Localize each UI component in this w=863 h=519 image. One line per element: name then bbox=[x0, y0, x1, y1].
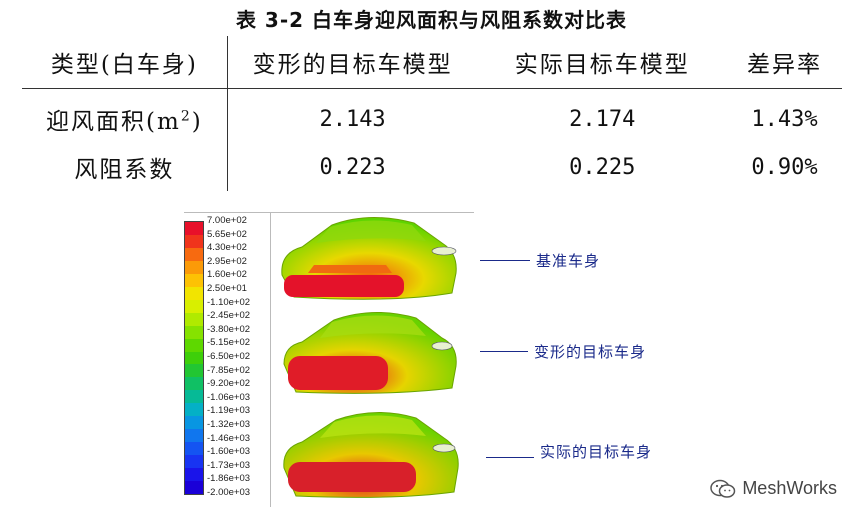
legend-tick-label: 4.30e+02 bbox=[207, 242, 247, 254]
car-deformed-target-image bbox=[283, 312, 457, 394]
legend-color-step bbox=[185, 390, 203, 404]
car-baseline-image bbox=[281, 217, 457, 300]
callout-baseline: 基准车身 bbox=[536, 252, 601, 270]
figure-frame-top bbox=[184, 212, 474, 213]
callout-deformed-target: 变形的目标车身 bbox=[534, 343, 647, 361]
watermark-text: MeshWorks bbox=[742, 478, 837, 498]
table-row: 迎风面积(m2) 2.143 2.174 1.43% bbox=[22, 88, 842, 143]
legend-color-step bbox=[185, 312, 203, 326]
legend-color-step bbox=[185, 299, 203, 313]
legend-tick-label: -6.50e+02 bbox=[207, 351, 251, 362]
table-cell: 2.143 bbox=[319, 106, 386, 132]
legend-color-step bbox=[185, 403, 203, 417]
legend-tick-label: -1.06e+03 bbox=[207, 391, 251, 403]
table-header-row: 类型(白车身) 变形的目标车模型 实际目标车模型 差异率 bbox=[22, 36, 842, 89]
legend-color-step bbox=[185, 481, 203, 495]
legend-tick-label: 2.95e+02 bbox=[207, 255, 247, 267]
legend-color-step bbox=[185, 260, 203, 274]
comparison-table: 类型(白车身) 变形的目标车模型 实际目标车模型 差异率 迎风面积(m2) 2.… bbox=[22, 36, 842, 191]
callout-line-actual bbox=[486, 457, 534, 458]
table-cell: 0.225 bbox=[569, 154, 636, 180]
legend-tick-label: 2.50e+01 bbox=[207, 283, 247, 294]
legend-color-step bbox=[185, 222, 203, 235]
callout-line-deformed bbox=[480, 351, 528, 352]
legend-color-step bbox=[185, 273, 203, 287]
car-actual-target-image bbox=[283, 412, 459, 498]
legend-tick-label: 5.65e+02 bbox=[207, 228, 247, 240]
wechat-icon bbox=[710, 480, 736, 498]
legend-color-step bbox=[185, 325, 203, 339]
legend-color-step bbox=[185, 377, 203, 391]
legend-tick-label: 1.60e+02 bbox=[207, 269, 247, 281]
legend-tick-label: -7.85e+02 bbox=[207, 364, 251, 376]
legend-tick-label: 7.00e+02 bbox=[207, 215, 247, 226]
legend-tick-label: -1.32e+03 bbox=[207, 419, 251, 430]
header-actual-model: 实际目标车模型 bbox=[477, 36, 728, 89]
figure-frame-left bbox=[270, 212, 271, 507]
table-title: 表 3-2 白车身迎风面积与风阻系数对比表 bbox=[235, 8, 628, 32]
legend-color-step bbox=[185, 429, 203, 443]
legend-color-bar bbox=[184, 221, 204, 495]
callout-line-baseline bbox=[480, 260, 530, 261]
callout-actual-target: 实际的目标车身 bbox=[540, 443, 653, 461]
legend-tick-label: -3.80e+02 bbox=[207, 323, 251, 335]
header-type: 类型(白车身) bbox=[22, 36, 228, 89]
header-deformed-model: 变形的目标车模型 bbox=[227, 36, 478, 89]
legend-color-step bbox=[185, 442, 203, 456]
legend-tick-label: -1.10e+02 bbox=[207, 296, 251, 308]
watermark: MeshWorks bbox=[710, 478, 837, 499]
row-label-frontal-area: 迎风面积(m2) bbox=[22, 88, 228, 143]
legend-tick-label: -1.86e+03 bbox=[207, 473, 251, 485]
legend-tick-label: -2.00e+03 bbox=[207, 487, 251, 498]
legend-color-step bbox=[185, 338, 203, 352]
row-label-drag-coefficient: 风阻系数 bbox=[22, 143, 228, 191]
legend-color-step bbox=[185, 234, 203, 248]
legend-tick-label: -1.19e+03 bbox=[207, 405, 251, 417]
legend-color-step bbox=[185, 468, 203, 482]
pressure-legend: 7.00e+02 5.65e+02 4.30e+02 2.95e+02 1.60e+02… bbox=[184, 215, 264, 499]
table-cell: 1.43% bbox=[751, 106, 818, 132]
legend-tick-label: -5.15e+02 bbox=[207, 337, 251, 349]
table-cell: 2.174 bbox=[569, 106, 636, 132]
legend-tick-label: -1.46e+03 bbox=[207, 432, 251, 444]
legend-tick-label: -2.45e+02 bbox=[207, 310, 251, 322]
table-row: 风阻系数 0.223 0.225 0.90% bbox=[22, 143, 842, 191]
header-difference-rate: 差异率 bbox=[727, 36, 842, 89]
legend-color-step bbox=[185, 455, 203, 469]
legend-color-step bbox=[185, 416, 203, 430]
legend-color-step bbox=[185, 351, 203, 365]
table-cell: 0.90% bbox=[751, 154, 818, 180]
legend-color-step bbox=[185, 286, 203, 300]
legend-color-step bbox=[185, 247, 203, 261]
legend-color-step bbox=[185, 364, 203, 378]
legend-tick-label: -1.73e+03 bbox=[207, 459, 251, 471]
legend-tick-label: -1.60e+03 bbox=[207, 446, 251, 458]
legend-tick-label: -9.20e+02 bbox=[207, 378, 251, 390]
table-cell: 0.223 bbox=[319, 154, 386, 180]
